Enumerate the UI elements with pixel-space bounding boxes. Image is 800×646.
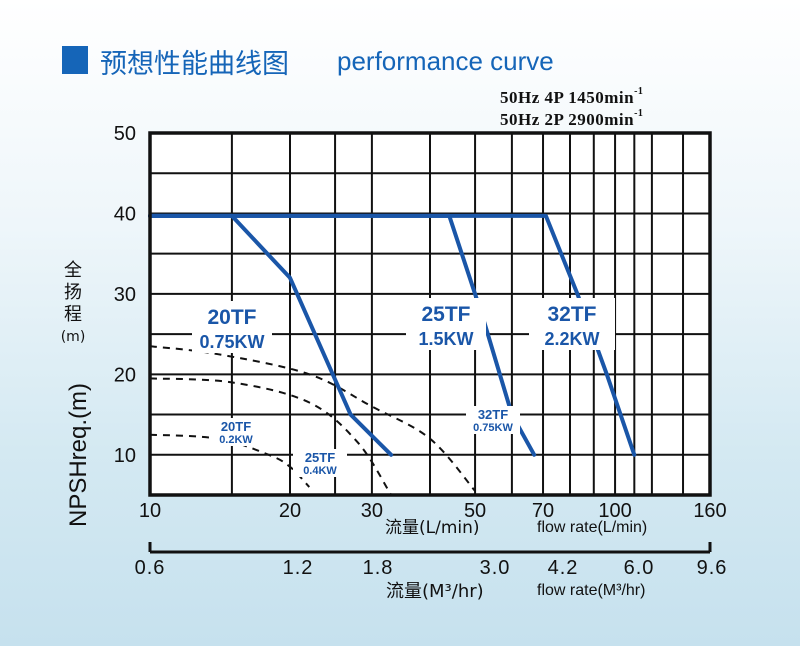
chart-title-cn: 预想性能曲线图 <box>100 49 289 80</box>
x-bottom-tick-label: 1.8 <box>363 557 394 579</box>
title-square-icon <box>62 46 88 74</box>
x-bottom-tick-label: 6.0 <box>624 557 655 579</box>
plot-frame <box>148 131 712 497</box>
x-axis-label-top-en: flow rate(L/min) <box>537 519 647 536</box>
curve-label-power: 0.4KW <box>303 465 337 477</box>
y-tick-label: 40 <box>114 203 136 225</box>
y-tick-label: 50 <box>114 123 136 145</box>
curve-label-32tf-22kw: 32TF 2.2KW <box>529 298 615 350</box>
curve-label-model: 32TF <box>547 303 596 326</box>
x-bottom-tick-label: 4.2 <box>548 557 579 579</box>
chart-title-en: performance curve <box>337 46 554 76</box>
curve-label-model: 25TF <box>305 450 335 465</box>
x-top-tick-label: 50 <box>464 500 486 522</box>
axes: 10 20 30 40 50 10 20 30 50 70 100 160 0.6 1.2 1.8 3.0 4.… <box>114 123 728 579</box>
x-bottom-tick-label: 1.2 <box>283 557 314 579</box>
curve-label-model: 32TF <box>478 407 508 422</box>
speed-line-4p: 50Hz 4P 1450min-1 <box>500 86 644 107</box>
x-bottom-tick-label: 9.6 <box>697 557 728 579</box>
curve-label-model: 20TF <box>207 306 256 329</box>
curve-label-bg <box>406 298 486 350</box>
x-axis-label-bottom-cn: 流量(M³/hr) <box>386 581 484 602</box>
speed-line-2p: 50Hz 2P 2900min-1 <box>500 108 644 129</box>
y-axis-label-char: 全 <box>64 260 82 281</box>
x-top-tick-label: 10 <box>139 500 161 522</box>
x-top-tick-label: 160 <box>693 500 726 522</box>
y-tick-label: 20 <box>114 364 136 386</box>
npsh-curve-25tf-04kw <box>149 377 392 496</box>
curve-label-bg <box>466 406 520 434</box>
curve-label-power: 0.75KW <box>199 332 264 352</box>
x-axis-label-bottom-en: flow rate(M³/hr) <box>537 582 645 599</box>
y-axis-unit: (m) <box>61 329 86 345</box>
y-tick-label: 30 <box>114 284 136 306</box>
curve-label-25tf-15kw: 25TF 1.5KW <box>406 298 486 350</box>
curve-label-power: 2.2KW <box>544 329 599 349</box>
y-axis-label-npsh: NPSHreq.(m) <box>65 383 92 527</box>
curve-label-bg <box>529 298 615 350</box>
curve-labels: 20TF0.75KW25TF1.5KW32TF2.2KW20TF0.2KW25T… <box>192 298 615 477</box>
curve-label-bg <box>192 301 272 353</box>
curve-label-20tf-075kw: 20TF 0.75KW <box>192 301 272 353</box>
head-curve-32tf <box>148 213 637 457</box>
x-top-tick-label: 30 <box>361 500 383 522</box>
npsh-curve-32tf-075kw <box>149 345 476 492</box>
curve-label-power: 0.2KW <box>219 434 253 446</box>
curve-label-power: 1.5KW <box>418 329 473 349</box>
curve-label-model: 25TF <box>421 303 470 326</box>
curve-label-model: 20TF <box>221 419 251 434</box>
y-axis-label-cn: 全扬程 <box>64 260 82 325</box>
y-axis-label-char: 程 <box>64 304 82 325</box>
x-bottom-tick-label: 0.6 <box>135 557 166 579</box>
x-top-tick-label: 20 <box>279 500 301 522</box>
y-tick-label: 10 <box>114 445 136 467</box>
npsh-curves <box>149 345 476 496</box>
x-top-tick-label: 100 <box>598 500 631 522</box>
curve-label-bg <box>209 418 263 446</box>
y-axis-label-char: 扬 <box>64 282 82 303</box>
curve-label-bg <box>293 449 347 477</box>
x-axis-label-top-cn: 流量(L/min) <box>385 518 480 538</box>
npsh-curve-20tf-02kw <box>149 433 311 488</box>
x-bottom-tick-label: 3.0 <box>480 557 511 579</box>
curve-label-power: 0.75KW <box>473 422 513 434</box>
x-top-tick-label: 70 <box>532 500 554 522</box>
